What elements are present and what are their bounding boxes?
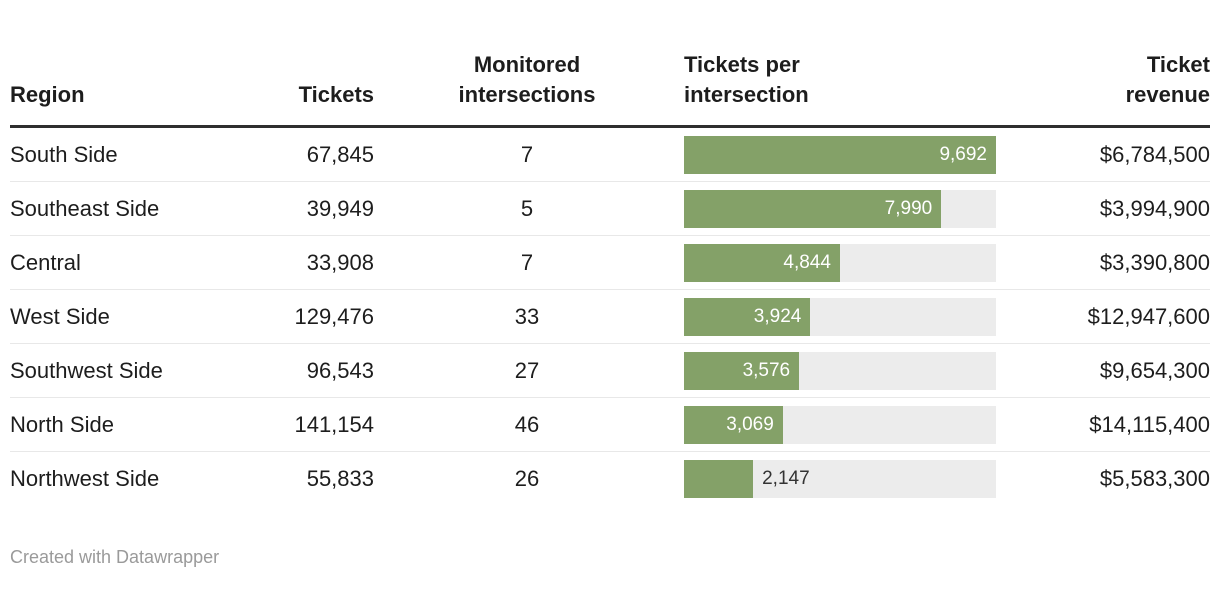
bar-track: 9,692	[684, 135, 996, 174]
bar-value-label: 9,692	[939, 143, 987, 165]
table-row: Southwest Side 96,543 27 3,576 $9,654,30…	[10, 344, 1210, 398]
bar-value-label: 2,147	[762, 468, 810, 489]
ticket-table: Region Tickets Monitored intersections T…	[10, 0, 1210, 506]
bar-track: 3,069	[684, 405, 996, 444]
monitored-intersections-cell: 27	[514, 357, 540, 383]
table-row: North Side 141,154 46 3,069 $14,115,400	[10, 398, 1210, 452]
column-header-region: Region	[10, 82, 85, 107]
bar-fill	[684, 351, 800, 390]
bar-value-label: 4,844	[783, 251, 831, 273]
region-cell: North Side	[10, 411, 114, 437]
bar-track: 2,147	[684, 460, 996, 498]
monitored-intersections-cell: 26	[514, 466, 540, 491]
monitored-intersections-cell: 7	[520, 249, 534, 275]
ticket-revenue-cell: $3,390,800	[1099, 249, 1210, 275]
tickets-cell: 55,833	[306, 466, 374, 491]
bar-track: 3,924	[684, 297, 996, 336]
ticket-revenue-cell: $14,115,400	[1089, 411, 1210, 437]
bar-fill	[684, 135, 996, 174]
bar-fill	[684, 189, 942, 228]
tickets-cell: 39,949	[306, 195, 374, 221]
tickets-per-intersection-cell: 2,147	[680, 460, 1000, 498]
bar-track: 7,990	[684, 189, 996, 228]
table-row: Northwest Side 55,833 26 2,147 $5,583,30…	[10, 452, 1210, 506]
tickets-per-intersection-cell: 9,692	[680, 135, 1000, 174]
monitored-intersections-cell: 5	[520, 195, 534, 221]
monitored-intersections-cell: 33	[514, 303, 540, 329]
bar-track: 4,844	[684, 243, 996, 282]
ticket-revenue-cell: $3,994,900	[1099, 195, 1210, 221]
bar-value-label: 3,924	[753, 305, 802, 327]
monitored-intersections-cell: 46	[514, 411, 540, 437]
table-row: Southeast Side 39,949 5 7,990 $3,994,900	[10, 182, 1210, 236]
tickets-cell: 96,543	[306, 357, 374, 383]
column-header-tickets-per-intersection: Tickets per intersection	[684, 52, 809, 107]
tickets-cell: 33,908	[306, 249, 374, 275]
table-body: South Side 67,845 7 9,692 $6,784,500 Sou…	[10, 128, 1210, 506]
bar-value-label: 3,069	[726, 413, 774, 435]
bar-fill	[684, 405, 783, 444]
region-cell: Central	[10, 249, 81, 275]
tickets-per-intersection-cell: 3,576	[680, 351, 1000, 390]
region-cell: Southeast Side	[10, 195, 160, 221]
bar-value-label: 7,990	[884, 197, 933, 219]
table-header: Region Tickets Monitored intersections T…	[10, 0, 1210, 128]
ticket-revenue-cell: $9,654,300	[1099, 357, 1210, 383]
tickets-cell: 129,476	[294, 303, 374, 329]
tickets-per-intersection-cell: 3,069	[680, 405, 1000, 444]
bar-fill	[684, 243, 840, 282]
attribution: Created with Datawrapper	[10, 547, 1210, 568]
bar-fill	[684, 297, 811, 336]
region-cell: South Side	[10, 141, 118, 167]
bar-fill	[684, 460, 754, 498]
ticket-revenue-cell: $12,947,600	[1087, 303, 1210, 329]
region-cell: West Side	[10, 303, 110, 329]
ticket-revenue-cell: $6,784,500	[1099, 141, 1210, 167]
table-row: West Side 129,476 33 3,924 $12,947,600	[10, 290, 1210, 344]
table-row: South Side 67,845 7 9,692 $6,784,500	[10, 128, 1210, 182]
tickets-per-intersection-cell: 3,924	[680, 297, 1000, 336]
region-cell: Southwest Side	[10, 357, 163, 383]
bar-value-label: 3,576	[742, 359, 791, 381]
column-header-tickets: Tickets	[298, 82, 374, 107]
monitored-intersections-cell: 7	[520, 141, 534, 167]
ticket-revenue-cell: $5,583,300	[1099, 466, 1210, 491]
tickets-per-intersection-cell: 7,990	[680, 189, 1000, 228]
column-header-ticket-revenue: Ticket revenue	[1125, 52, 1210, 107]
tickets-cell: 67,845	[306, 141, 374, 167]
datawrapper-credit-link[interactable]: Created with Datawrapper	[10, 547, 220, 567]
column-header-monitored-intersections: Monitored intersections	[458, 52, 596, 107]
bar-track: 3,576	[684, 351, 996, 390]
table-row: Central 33,908 7 4,844 $3,390,800	[10, 236, 1210, 290]
tickets-cell: 141,154	[294, 411, 374, 437]
region-cell: Northwest Side	[10, 466, 160, 491]
tickets-per-intersection-cell: 4,844	[680, 243, 1000, 282]
